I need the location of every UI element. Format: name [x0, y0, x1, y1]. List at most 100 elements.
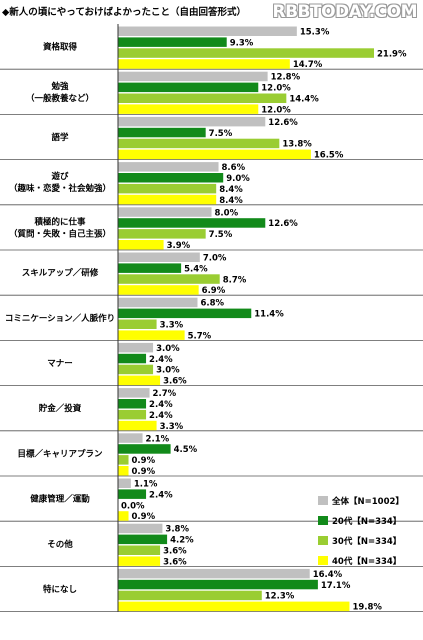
value-label: 2.4% — [149, 355, 173, 365]
value-label: 3.0% — [156, 366, 180, 376]
bar — [118, 93, 287, 103]
bar — [118, 297, 198, 308]
value-label: 2.4% — [149, 400, 173, 410]
value-label: 16.4% — [313, 570, 343, 580]
value-label: 17.1% — [321, 581, 351, 591]
value-label: 3.8% — [165, 525, 189, 535]
legend-label: 全体【N=1002】 — [331, 496, 404, 507]
value-label: 6.9% — [202, 286, 226, 296]
bar — [118, 183, 217, 194]
value-label: 12.3% — [265, 592, 295, 602]
value-label: 11.4% — [254, 310, 284, 320]
category-label: 遊び — [51, 171, 69, 182]
category-label: コミニケーション／人脈作り — [5, 313, 115, 324]
bar — [118, 364, 154, 375]
value-label: 0.9% — [132, 467, 156, 477]
bar — [118, 229, 206, 239]
value-label: 6.8% — [200, 299, 224, 309]
bar — [118, 342, 154, 353]
value-label: 16.5% — [314, 151, 344, 161]
value-label: 8.6% — [222, 163, 246, 173]
value-label: 9.3% — [230, 38, 254, 48]
value-label: 8.7% — [223, 275, 247, 285]
legend-swatch — [318, 496, 328, 505]
value-label: 14.4% — [289, 95, 319, 105]
value-label: 12.0% — [261, 84, 291, 94]
value-label: 3.0% — [156, 344, 180, 354]
category-label: 貯金／投資 — [39, 403, 82, 414]
bar — [118, 568, 310, 579]
chart-title: ◆新人の頃にやっておけばよかったこと（自由回答形式） — [2, 7, 247, 18]
bar — [118, 149, 311, 160]
value-label: 3.6% — [163, 377, 187, 387]
value-label: 8.0% — [215, 208, 239, 218]
bar — [118, 409, 147, 420]
legend-label: 30代【N=334】 — [332, 536, 401, 547]
value-label: 3.6% — [163, 547, 187, 557]
bar — [118, 240, 164, 250]
value-label: 12.6% — [268, 118, 298, 128]
bar — [118, 274, 220, 284]
category-label: 積極的に仕事 — [33, 216, 86, 227]
bar — [118, 388, 150, 398]
value-label: 3.9% — [167, 241, 191, 251]
value-label: 5.4% — [184, 264, 208, 274]
value-label: 2.7% — [153, 389, 177, 399]
bar — [118, 138, 280, 149]
value-label: 7.5% — [209, 129, 233, 139]
watermark-logo: RBBTODAY.COM — [272, 2, 418, 22]
value-label: 19.8% — [352, 603, 382, 613]
bar — [118, 433, 143, 443]
bar — [118, 511, 129, 521]
value-label: 7.0% — [203, 254, 227, 264]
value-label: 4.5% — [174, 445, 198, 455]
bar — [118, 194, 217, 205]
bar — [118, 127, 206, 138]
bar — [118, 71, 268, 82]
bar — [118, 116, 266, 127]
value-label: 3.3% — [160, 422, 184, 432]
value-label: 8.4% — [219, 196, 243, 206]
value-label: 9.0% — [226, 174, 250, 184]
bar — [118, 534, 168, 545]
bar — [118, 545, 161, 555]
bar — [118, 308, 252, 319]
category-label: （質問・失敗・自己主張） — [9, 228, 111, 239]
legend-swatch — [318, 536, 328, 545]
bar — [118, 455, 129, 465]
value-label: 2.4% — [149, 411, 173, 421]
bar — [118, 353, 147, 364]
legend-swatch — [318, 556, 328, 565]
bar — [118, 330, 185, 340]
bar — [118, 104, 259, 114]
value-label: 15.3% — [300, 28, 330, 38]
category-label: 特になし — [43, 584, 77, 595]
value-label: 13.8% — [282, 140, 312, 150]
category-label: 目標／キャリアプラン — [17, 448, 103, 459]
value-label: 2.1% — [146, 434, 170, 444]
bar — [118, 173, 224, 183]
bar — [118, 162, 219, 172]
value-label: 12.8% — [271, 73, 301, 83]
category-label: 健康管理／運動 — [30, 494, 90, 505]
value-label: 0.9% — [132, 512, 156, 522]
bar — [118, 207, 212, 217]
value-label: 3.6% — [163, 557, 187, 567]
bar — [118, 523, 163, 534]
bar — [118, 478, 131, 488]
bar — [118, 399, 147, 409]
category-label: 語学 — [51, 132, 69, 143]
value-label: 14.7% — [293, 60, 323, 70]
category-label: マナー — [47, 359, 73, 369]
bar — [118, 252, 200, 262]
value-label: 1.1% — [134, 480, 158, 490]
bar — [118, 285, 199, 295]
value-label: 5.7% — [188, 331, 212, 341]
category-label: （趣味・恋愛・社会勉強） — [9, 183, 111, 194]
value-label: 0.0% — [121, 501, 145, 511]
value-label: 4.2% — [170, 536, 194, 546]
bar — [118, 319, 157, 329]
value-label: 12.0% — [261, 105, 291, 115]
category-label: 勉強 — [50, 81, 69, 92]
value-label: 7.5% — [209, 230, 233, 240]
